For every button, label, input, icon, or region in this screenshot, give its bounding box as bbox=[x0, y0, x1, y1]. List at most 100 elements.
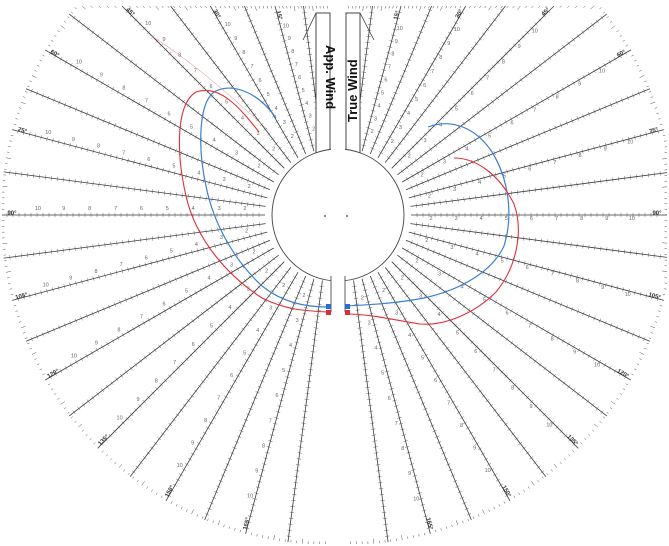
scale-tick-right bbox=[412, 123, 417, 127]
scale-tick-left bbox=[119, 300, 122, 305]
rim-tick-left bbox=[234, 528, 236, 531]
scale-tick-right bbox=[391, 97, 396, 100]
rim-tick-left bbox=[42, 54, 45, 57]
scale-tick-left bbox=[109, 271, 112, 277]
scale-tick-right bbox=[500, 92, 504, 97]
scale-tick-right bbox=[582, 74, 586, 80]
scale-tick-left bbox=[210, 121, 214, 126]
scale-tick-right bbox=[499, 277, 502, 282]
scale-tick-left bbox=[74, 246, 76, 251]
scale-tick-left bbox=[56, 176, 58, 182]
scale-tick-left bbox=[262, 173, 265, 179]
scale-tick-right bbox=[495, 478, 501, 482]
scale-tick-right bbox=[386, 156, 391, 160]
scale-tick-right bbox=[450, 474, 455, 477]
speed-number: 9 bbox=[578, 81, 581, 87]
scale-tick-left bbox=[267, 165, 271, 170]
scale-tick-left bbox=[300, 318, 306, 321]
scale-tick-left bbox=[75, 281, 77, 286]
scale-tick-left bbox=[98, 182, 100, 187]
scale-tick-left bbox=[102, 307, 105, 312]
scale-tick-right bbox=[520, 110, 523, 116]
scale-tick-right bbox=[440, 310, 445, 315]
scale-tick-right bbox=[439, 446, 444, 449]
scale-tick-right bbox=[543, 295, 546, 300]
scale-tick-left bbox=[64, 59, 68, 65]
speed-number: 4 bbox=[475, 252, 478, 258]
scale-tick-right bbox=[393, 91, 398, 95]
scale-tick-right bbox=[489, 174, 491, 179]
scale-tick-right bbox=[476, 268, 480, 273]
speed-number: 3 bbox=[438, 271, 441, 277]
scale-tick-right bbox=[405, 294, 409, 298]
scale-tick-right bbox=[415, 203, 417, 208]
scale-tick-left bbox=[46, 136, 48, 142]
scale-tick-left bbox=[262, 264, 266, 269]
rim-tick-left bbox=[161, 5, 164, 9]
scale-tick-right bbox=[518, 259, 520, 264]
scale-tick-left bbox=[44, 175, 47, 180]
scale-tick-left bbox=[217, 406, 223, 409]
scale-tick-left bbox=[271, 312, 277, 315]
scale-tick-left bbox=[262, 53, 267, 56]
scale-tick-right bbox=[366, 127, 371, 129]
scale-tick-left bbox=[265, 149, 270, 154]
scale-tick-right bbox=[495, 329, 499, 334]
scale-tick-right bbox=[369, 416, 374, 418]
scale-tick-right bbox=[403, 440, 408, 442]
scale-tick-right bbox=[576, 309, 579, 314]
scale-tick-right bbox=[408, 457, 413, 460]
scale-tick-left bbox=[241, 63, 247, 66]
scale-tick-right bbox=[369, 12, 374, 14]
scale-tick-left bbox=[241, 176, 244, 181]
scale-tick-right bbox=[458, 146, 461, 152]
scale-tick-right bbox=[523, 260, 526, 266]
rim-tick-left bbox=[54, 35, 57, 37]
speed-number: 10 bbox=[625, 292, 631, 298]
rim-tick-left bbox=[45, 49, 50, 53]
speed-number: 5 bbox=[503, 173, 506, 179]
scale-tick-left bbox=[146, 288, 150, 293]
scale-tick-left bbox=[49, 374, 52, 380]
scale-tick-right bbox=[608, 59, 612, 65]
scale-tick-left bbox=[211, 416, 217, 419]
speed-number: 10 bbox=[145, 21, 151, 27]
scale-tick-right bbox=[503, 422, 508, 426]
scale-tick-right bbox=[615, 325, 618, 330]
scale-tick-right bbox=[593, 109, 596, 114]
scale-tick-left bbox=[137, 323, 140, 329]
scale-tick-left bbox=[196, 157, 200, 162]
scale-tick-left bbox=[221, 474, 226, 477]
apparent-wind-curve-right bbox=[345, 123, 510, 307]
scale-tick-left bbox=[285, 270, 290, 274]
speed-number: 6 bbox=[471, 91, 474, 97]
scale-tick-right bbox=[402, 358, 407, 361]
scale-tick-left bbox=[255, 36, 260, 39]
scale-tick-left bbox=[202, 340, 206, 344]
rim-tick-right bbox=[662, 293, 666, 296]
scale-tick-right bbox=[414, 42, 419, 45]
rim-tick-left bbox=[262, 5, 265, 9]
scale-tick-left bbox=[138, 404, 142, 408]
scale-tick-left bbox=[308, 138, 313, 141]
scale-tick-left bbox=[296, 291, 301, 294]
scale-tick-right bbox=[514, 81, 518, 86]
rim-tick-left bbox=[39, 368, 42, 371]
scale-tick-right bbox=[444, 390, 450, 393]
scale-tick-left bbox=[279, 399, 284, 402]
scale-tick-left bbox=[290, 359, 295, 361]
rim-tick-right bbox=[450, 5, 452, 9]
scale-tick-left bbox=[75, 65, 78, 71]
scale-tick-left bbox=[183, 23, 187, 27]
scale-tick-right bbox=[384, 286, 390, 289]
rim-tick-left bbox=[60, 25, 65, 29]
rim-tick-right bbox=[664, 140, 667, 142]
scale-tick-left bbox=[17, 296, 19, 302]
scale-tick-left bbox=[23, 295, 25, 300]
scale-tick-right bbox=[533, 359, 537, 363]
rim-tick-left bbox=[180, 506, 183, 510]
scale-tick-right bbox=[362, 65, 367, 67]
scale-tick-left bbox=[234, 140, 238, 144]
scale-tick-right bbox=[389, 388, 394, 390]
scale-tick-left bbox=[305, 36, 310, 38]
